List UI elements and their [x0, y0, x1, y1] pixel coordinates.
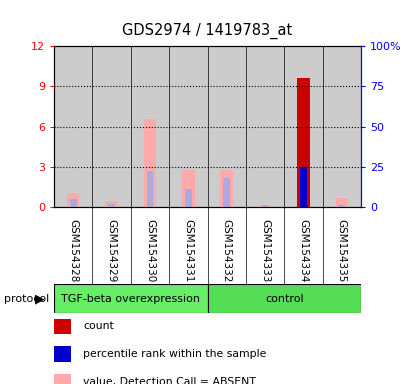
Bar: [297, 78, 310, 207]
Text: control: control: [265, 293, 304, 304]
Bar: [246, 46, 284, 207]
Bar: [336, 198, 348, 207]
Bar: [208, 46, 246, 207]
Bar: [182, 170, 195, 207]
Bar: [93, 46, 131, 207]
Text: GSM154332: GSM154332: [222, 219, 232, 282]
Text: protocol: protocol: [4, 293, 49, 304]
Bar: [262, 205, 269, 207]
Bar: [131, 46, 169, 207]
Text: count: count: [83, 321, 114, 331]
Bar: [297, 78, 310, 207]
Bar: [105, 200, 118, 207]
Bar: [208, 284, 361, 313]
Bar: [144, 119, 156, 207]
Bar: [300, 167, 307, 207]
Text: GSM154333: GSM154333: [260, 219, 270, 282]
Bar: [185, 189, 192, 207]
Text: percentile rank within the sample: percentile rank within the sample: [83, 349, 266, 359]
Text: GSM154334: GSM154334: [298, 219, 308, 282]
Text: value, Detection Call = ABSENT: value, Detection Call = ABSENT: [83, 377, 256, 384]
Bar: [108, 204, 115, 207]
Text: TGF-beta overexpression: TGF-beta overexpression: [61, 293, 200, 304]
Bar: [54, 284, 208, 313]
Text: ▶: ▶: [35, 292, 45, 305]
Bar: [284, 46, 323, 207]
Text: GSM154335: GSM154335: [337, 219, 347, 282]
Bar: [70, 199, 76, 207]
Bar: [323, 46, 361, 207]
Bar: [54, 46, 92, 207]
Bar: [67, 193, 79, 207]
Bar: [223, 178, 230, 207]
Bar: [339, 205, 345, 207]
Text: GSM154330: GSM154330: [145, 219, 155, 282]
Bar: [220, 170, 233, 207]
Bar: [146, 171, 153, 207]
Bar: [169, 46, 208, 207]
Text: GSM154331: GSM154331: [183, 219, 193, 282]
Text: GDS2974 / 1419783_at: GDS2974 / 1419783_at: [122, 23, 293, 39]
Bar: [300, 167, 307, 207]
Bar: [259, 205, 271, 207]
Text: GSM154329: GSM154329: [107, 219, 117, 282]
Text: GSM154328: GSM154328: [68, 219, 78, 282]
